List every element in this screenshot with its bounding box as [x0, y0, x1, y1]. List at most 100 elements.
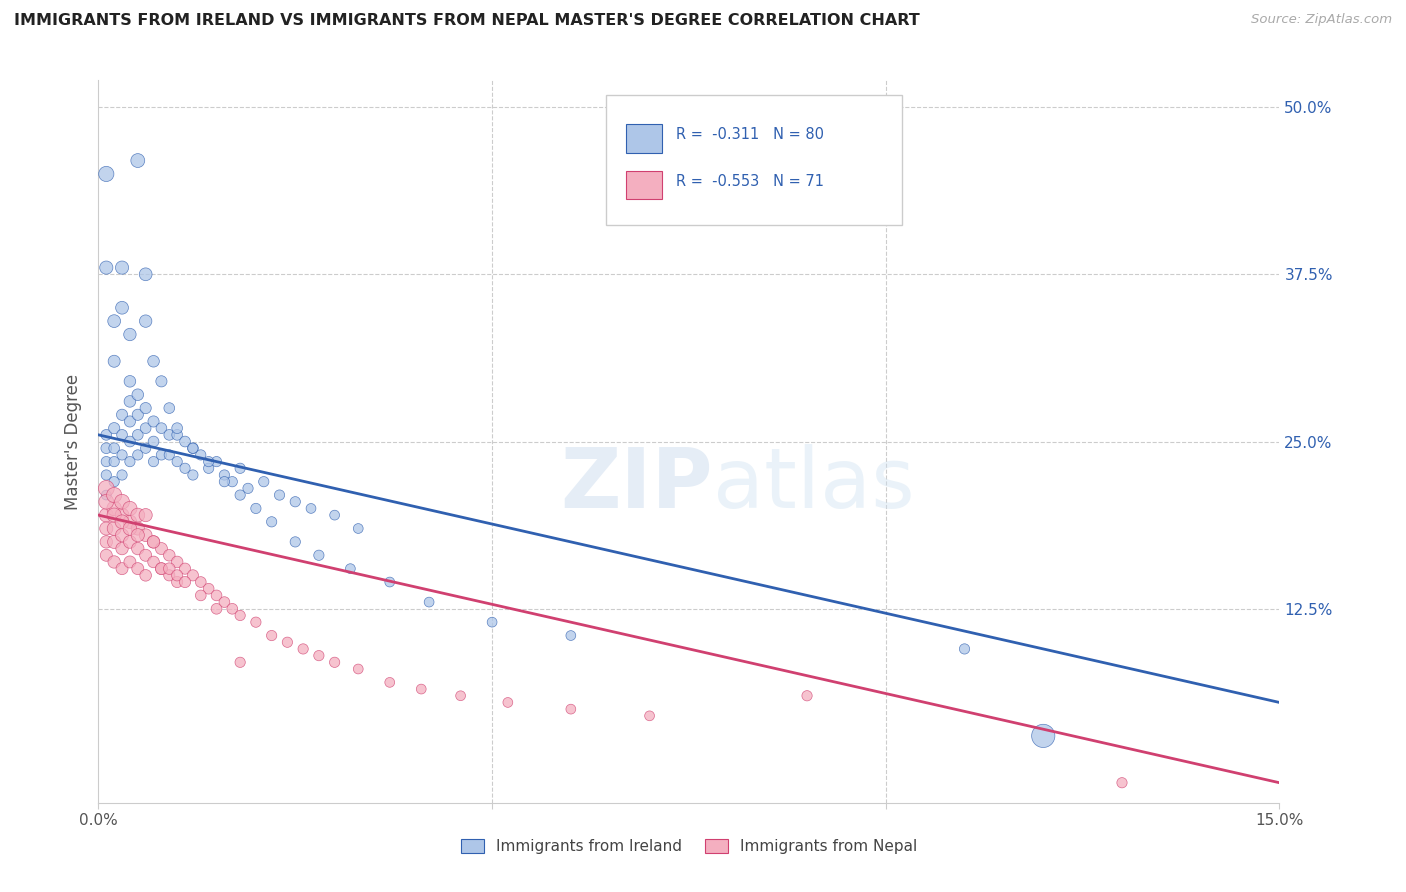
Point: [205, 602, 228, 616]
Point: [190, 575, 212, 590]
Point: [205, 589, 228, 603]
Point: [96, 488, 118, 502]
FancyBboxPatch shape: [626, 124, 662, 153]
Point: [323, 508, 346, 523]
Point: [221, 475, 243, 489]
Point: [181, 442, 204, 455]
Point: [197, 461, 219, 475]
Point: [96, 455, 118, 469]
Point: [96, 521, 118, 535]
Point: [103, 535, 125, 549]
Point: [190, 448, 212, 462]
Point: [157, 548, 180, 563]
Point: [142, 535, 165, 549]
Point: [1032, 729, 1054, 743]
Point: [142, 555, 165, 569]
Point: [150, 448, 173, 462]
Point: [190, 589, 212, 603]
Point: [166, 421, 188, 435]
Point: [229, 608, 252, 623]
Point: [157, 568, 180, 582]
Point: [127, 153, 149, 168]
Point: [229, 488, 252, 502]
Text: ZIP: ZIP: [560, 444, 713, 525]
Point: [142, 414, 165, 429]
Point: [103, 555, 125, 569]
Point: [127, 508, 149, 523]
Point: [260, 515, 283, 529]
Point: [236, 482, 259, 496]
Point: [214, 475, 236, 489]
Point: [276, 635, 298, 649]
Point: [197, 455, 219, 469]
Point: [111, 260, 134, 275]
Point: [174, 575, 197, 590]
Point: [103, 508, 125, 523]
Point: [150, 562, 173, 576]
Point: [96, 467, 118, 482]
Point: [142, 455, 165, 469]
Point: [229, 461, 252, 475]
Point: [323, 655, 346, 669]
Point: [284, 494, 307, 508]
Point: [111, 448, 134, 462]
Point: [197, 582, 219, 596]
Point: [111, 508, 134, 523]
Legend: Immigrants from Ireland, Immigrants from Nepal: Immigrants from Ireland, Immigrants from…: [454, 833, 924, 860]
Point: [127, 562, 149, 576]
Point: [418, 595, 440, 609]
Point: [118, 555, 141, 569]
Point: [96, 508, 118, 523]
Point: [96, 494, 118, 508]
Point: [111, 408, 134, 422]
FancyBboxPatch shape: [606, 95, 901, 225]
Point: [118, 327, 141, 342]
Point: [150, 375, 173, 389]
Point: [142, 354, 165, 368]
Point: [103, 455, 125, 469]
Point: [245, 501, 267, 516]
Point: [157, 428, 180, 442]
Point: [1111, 776, 1133, 790]
Point: [111, 515, 134, 529]
Point: [796, 689, 818, 703]
Point: [269, 488, 291, 502]
Point: [245, 615, 267, 630]
Point: [496, 696, 519, 710]
Point: [111, 494, 134, 508]
Point: [150, 421, 173, 435]
Point: [221, 602, 243, 616]
Text: R =  -0.311   N = 80: R = -0.311 N = 80: [676, 127, 824, 142]
Point: [181, 442, 204, 455]
Text: Source: ZipAtlas.com: Source: ZipAtlas.com: [1251, 13, 1392, 27]
Point: [96, 167, 118, 181]
Point: [450, 689, 472, 703]
Point: [135, 421, 157, 435]
Point: [127, 408, 149, 422]
Point: [135, 268, 157, 282]
Point: [260, 629, 283, 643]
Point: [292, 642, 315, 657]
Text: atlas: atlas: [713, 444, 914, 525]
Point: [560, 702, 582, 716]
Point: [174, 562, 197, 576]
Point: [118, 455, 141, 469]
Point: [339, 562, 361, 576]
Point: [103, 421, 125, 435]
Point: [127, 521, 149, 535]
Point: [166, 575, 188, 590]
Point: [135, 528, 157, 542]
Point: [127, 528, 149, 542]
Point: [111, 467, 134, 482]
Point: [103, 314, 125, 328]
FancyBboxPatch shape: [626, 170, 662, 200]
Point: [103, 488, 125, 502]
Point: [142, 434, 165, 449]
Point: [96, 428, 118, 442]
Point: [174, 461, 197, 475]
Point: [127, 428, 149, 442]
Point: [174, 434, 197, 449]
Point: [111, 528, 134, 542]
Point: [103, 354, 125, 368]
Text: IMMIGRANTS FROM IRELAND VS IMMIGRANTS FROM NEPAL MASTER'S DEGREE CORRELATION CHA: IMMIGRANTS FROM IRELAND VS IMMIGRANTS FR…: [14, 13, 920, 29]
